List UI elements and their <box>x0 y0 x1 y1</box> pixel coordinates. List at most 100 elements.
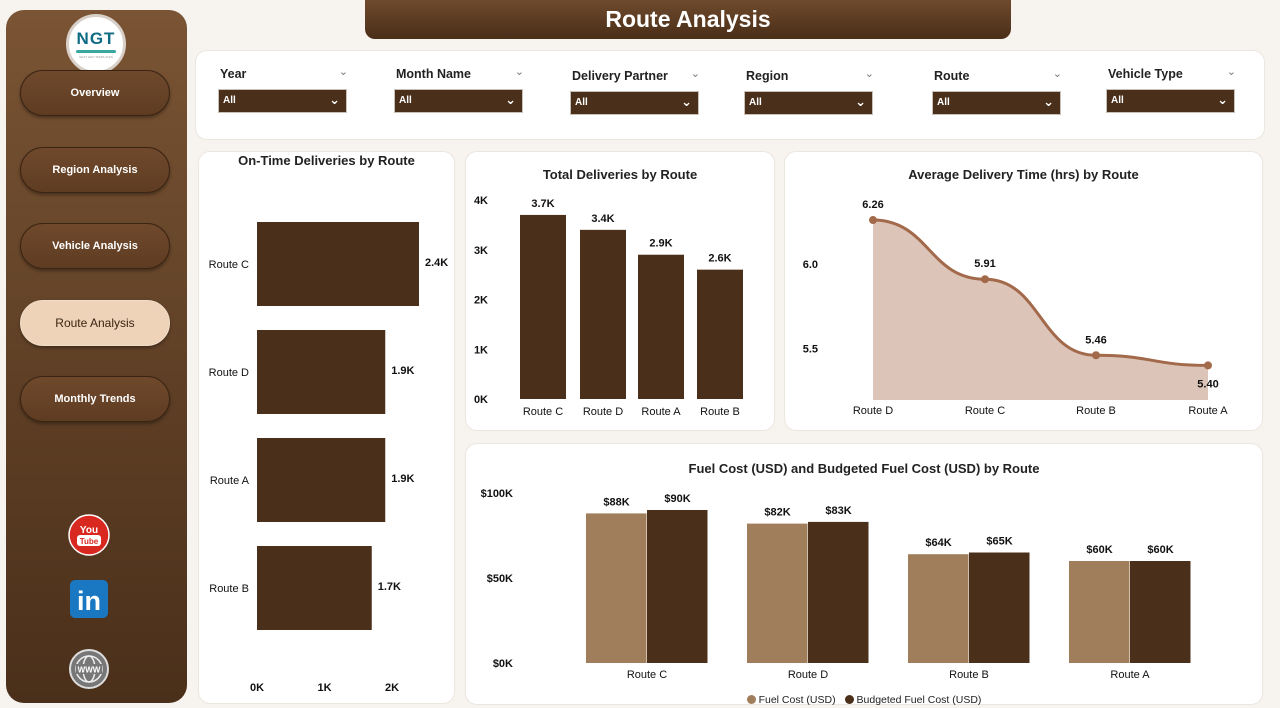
legend-fuel-dot <box>746 695 756 704</box>
ontime-chart-title: On-Time Deliveries by Route <box>238 153 415 168</box>
fuel-cost-card: Fuel Cost (USD) and Budgeted Fuel Cost (… <box>465 443 1263 706</box>
ontime-category-label: Route A <box>210 475 250 487</box>
filter-partner-select[interactable]: All ⌄ <box>570 91 699 115</box>
filter-bar: Year ⌄ All ⌄ Month Name ⌄ All ⌄ Delivery… <box>195 50 1265 140</box>
fuel-category-label: Route D <box>788 669 828 681</box>
chevron-down-icon[interactable]: ⌄ <box>690 68 700 80</box>
filter-year-label: Year <box>220 67 247 81</box>
avg-data-point <box>869 216 877 225</box>
avg-data-label: 5.46 <box>1085 334 1106 346</box>
youtube-text-top: You <box>80 525 98 536</box>
ontime-data-label: 1.9K <box>391 365 414 377</box>
total-y-tick: 4K <box>474 195 488 207</box>
total-deliveries-chart: 0K 1K 2K 3K 4K 3.7K Route C 3.4K Route D 2.9K Rout… <box>474 195 743 418</box>
chevron-down-icon[interactable]: ⌄ <box>864 68 874 80</box>
fuel-cost-bar <box>586 513 647 663</box>
total-y-tick: 0K <box>474 394 488 406</box>
total-y-tick: 1K <box>474 344 488 356</box>
budget-fuel-cost-bar <box>808 521 869 663</box>
ontime-data-label: 1.7K <box>378 581 401 593</box>
avg-data-label: 5.91 <box>974 258 995 270</box>
avg-category-label: Route C <box>965 405 1005 417</box>
fuel-y-tick: $50K <box>487 573 513 585</box>
nav-route-analysis-button[interactable]: Route Analysis <box>20 300 170 346</box>
logo-text: NGT <box>76 29 116 48</box>
total-y-tick: 3K <box>474 245 488 257</box>
filter-month-select[interactable]: All ⌄ <box>394 89 523 113</box>
chevron-down-icon: ⌄ <box>855 94 866 109</box>
chevron-down-icon[interactable]: ⌄ <box>1052 68 1062 80</box>
fuel-data-label: $83K <box>825 505 851 517</box>
chevron-down-icon: ⌄ <box>1043 94 1054 109</box>
total-data-label: 2.6K <box>708 253 731 265</box>
nav-region-analysis-button[interactable]: Region Analysis <box>20 147 170 193</box>
fuel-category-label: Route B <box>949 669 989 681</box>
ontime-data-label: 1.9K <box>391 473 414 485</box>
ontime-bar <box>257 222 419 306</box>
filter-year-select[interactable]: All ⌄ <box>218 89 347 113</box>
www-icon[interactable]: WWW <box>68 648 110 690</box>
filter-partner-label: Delivery Partner <box>572 69 668 83</box>
total-bar <box>697 269 743 399</box>
logo-swoosh <box>76 50 116 53</box>
fuel-cost-chart: $0K $50K $100K $88K $90K Route C $82K $83K Route… <box>481 488 1191 681</box>
budget-fuel-cost-bar <box>1130 561 1191 663</box>
filter-region-select[interactable]: All ⌄ <box>744 91 873 115</box>
ontime-bar <box>257 330 386 414</box>
sidebar: NGT NEXT GEN TEMPLATES Overview Region A… <box>6 10 187 703</box>
avg-category-label: Route A <box>1188 405 1228 417</box>
filter-route-label: Route <box>934 69 970 83</box>
nav-overview-button[interactable]: Overview <box>20 70 170 116</box>
avg-delivery-time-card: Average Delivery Time (hrs) by Route 5.5… <box>784 151 1263 431</box>
fuel-y-tick: $100K <box>481 488 513 500</box>
total-chart-title: Total Deliveries by Route <box>542 167 698 182</box>
ontime-bar <box>257 546 372 630</box>
avg-area-fill <box>873 220 1208 400</box>
avg-data-point <box>1204 361 1212 370</box>
ontime-deliveries-chart: Route C 2.4K Route D 1.9K Route A 1.9K Route B… <box>209 222 448 694</box>
linkedin-icon[interactable]: in <box>68 578 110 620</box>
filter-vehicle-select[interactable]: All ⌄ <box>1106 89 1235 113</box>
fuel-data-label: $64K <box>925 537 951 549</box>
avg-category-label: Route D <box>853 405 893 417</box>
chevron-down-icon[interactable]: ⌄ <box>1226 66 1236 78</box>
fuel-y-tick: $0K <box>493 658 513 670</box>
total-deliveries-card: Total Deliveries by Route 0K 1K 2K 3K 4K 3.7K… <box>465 151 775 431</box>
total-category-label: Route D <box>583 406 623 418</box>
nav-monthly-trends-button[interactable]: Monthly Trends <box>20 376 170 422</box>
youtube-text-bottom: Tube <box>80 537 99 546</box>
avg-category-label: Route B <box>1076 405 1116 417</box>
total-data-label: 3.7K <box>531 198 554 210</box>
ontime-x-tick: 0K <box>250 682 264 694</box>
total-data-label: 3.4K <box>591 213 614 225</box>
filter-route-select[interactable]: All ⌄ <box>932 91 1061 115</box>
legend-fuel-label: Fuel Cost (USD) <box>758 694 836 706</box>
youtube-icon[interactable]: You Tube <box>68 514 110 556</box>
chevron-down-icon: ⌄ <box>1217 92 1228 107</box>
avg-line <box>872 218 1209 367</box>
fuel-data-label: $82K <box>764 507 790 519</box>
fuel-data-label: $90K <box>664 493 690 505</box>
chevron-down-icon[interactable]: ⌄ <box>514 66 524 78</box>
total-data-label: 2.9K <box>649 238 672 250</box>
ontime-x-tick: 1K <box>317 682 331 694</box>
total-bar <box>520 214 566 399</box>
filter-partner-value: All <box>575 97 588 108</box>
fuel-category-label: Route A <box>1110 669 1150 681</box>
nav-vehicle-analysis-button[interactable]: Vehicle Analysis <box>20 223 170 269</box>
ontime-category-label: Route C <box>209 259 249 271</box>
filter-vehicle-value: All <box>1111 95 1124 106</box>
ngt-logo: NGT NEXT GEN TEMPLATES <box>66 14 126 74</box>
linkedin-text: in <box>77 586 101 616</box>
filter-month-label: Month Name <box>396 67 471 81</box>
filter-region-label: Region <box>746 69 789 83</box>
chevron-down-icon: ⌄ <box>681 94 692 109</box>
filter-month-value: All <box>399 95 412 106</box>
chevron-down-icon: ⌄ <box>505 92 516 107</box>
fuel-cost-bar <box>908 554 969 663</box>
chevron-down-icon[interactable]: ⌄ <box>338 66 348 78</box>
fuel-legend: Fuel Cost (USD) Budgeted Fuel Cost (USD) <box>466 694 1262 706</box>
fuel-data-label: $65K <box>986 536 1012 548</box>
budget-fuel-cost-bar <box>647 510 708 663</box>
www-text: WWW <box>78 666 101 675</box>
